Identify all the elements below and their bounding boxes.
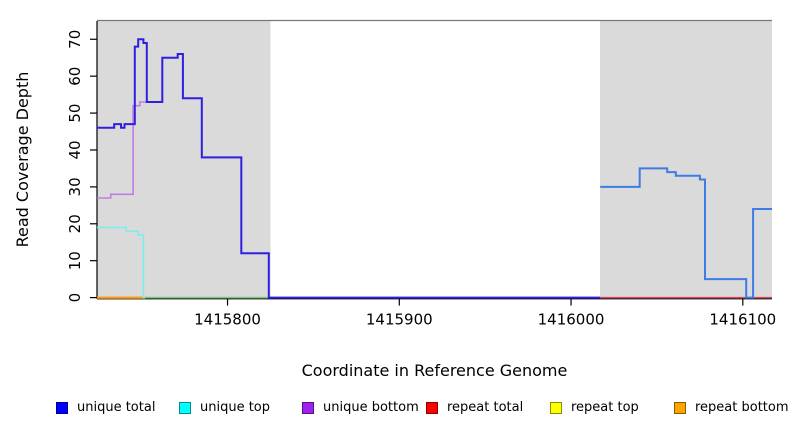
x-tick-label: 1415800 xyxy=(194,311,261,329)
y-tick-label: 40 xyxy=(66,140,84,159)
y-tick-label: 0 xyxy=(66,293,84,303)
legend-item-repeat-total: repeat total xyxy=(426,398,523,418)
x-axis-title: Coordinate in Reference Genome xyxy=(301,361,568,380)
y-tick-label: 20 xyxy=(66,214,84,233)
legend-label: unique top xyxy=(200,400,271,415)
unique-total-line xyxy=(600,167,772,299)
axis-ticks-and-labels: 1415800 1415900 1416000 1416100 0 10 20 30 40 50 6… xyxy=(66,30,776,329)
legend-label: unique total xyxy=(77,400,156,415)
coverage-plot: 1415800 1415900 1416000 1416100 0 10 20 30 40 50 6… xyxy=(66,19,776,329)
right-repeat-region xyxy=(600,21,772,299)
legend-label: unique bottom xyxy=(323,400,419,415)
unique-top-line xyxy=(97,226,146,299)
coverage-series-lines xyxy=(97,38,772,299)
legend: unique total unique top unique bottom re… xyxy=(0,398,792,420)
legend-item-unique-bottom: unique bottom xyxy=(302,398,419,418)
y-tick-label: 30 xyxy=(66,177,84,196)
y-tick-label: 70 xyxy=(66,30,84,49)
unique-total-swatch-icon xyxy=(56,402,68,414)
unique-top-swatch-icon xyxy=(179,402,191,414)
x-tick-label: 1416000 xyxy=(538,311,605,329)
y-tick-label: 50 xyxy=(66,104,84,123)
unique-bottom-swatch-icon xyxy=(302,402,314,414)
legend-item-repeat-bottom: repeat bottom xyxy=(674,398,789,418)
repeat-total-swatch-icon xyxy=(426,402,438,414)
legend-item-repeat-top: repeat top xyxy=(550,398,639,418)
legend-label: repeat total xyxy=(447,400,524,415)
y-tick-label: 10 xyxy=(66,251,84,270)
x-tick-label: 1416100 xyxy=(709,311,776,329)
x-tick-label: 1415900 xyxy=(366,311,433,329)
legend-item-unique-top: unique top xyxy=(179,398,270,418)
repeat-region-shading xyxy=(97,21,772,299)
plot-frame xyxy=(96,19,772,300)
y-tick-label: 60 xyxy=(66,67,84,86)
repeat-bottom-swatch-icon xyxy=(674,402,686,414)
unique-total-line xyxy=(97,38,601,299)
legend-item-unique-total: unique total xyxy=(56,398,155,418)
legend-label: repeat bottom xyxy=(695,400,789,415)
y-axis-title: Read Coverage Depth xyxy=(13,71,32,248)
legend-label: repeat top xyxy=(571,400,639,415)
repeat-top-swatch-icon xyxy=(550,402,562,414)
